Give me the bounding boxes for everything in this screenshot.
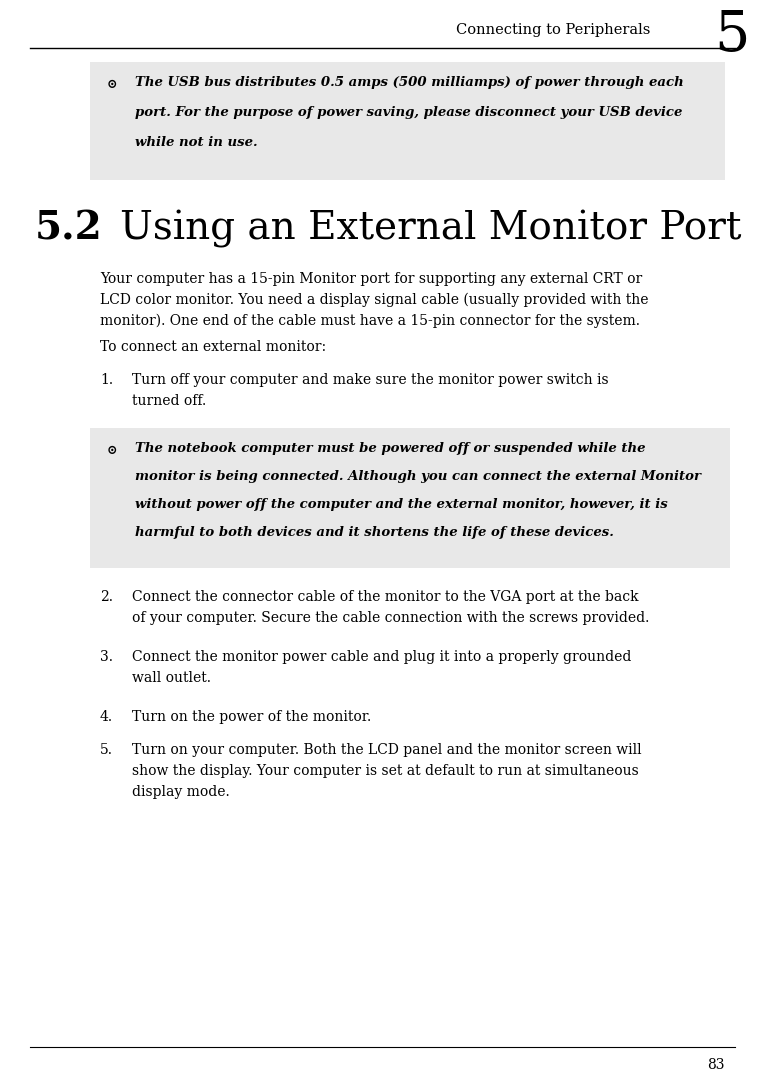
Text: 2.: 2. <box>100 590 113 604</box>
Text: Connect the connector cable of the monitor to the VGA port at the back: Connect the connector cable of the monit… <box>132 590 638 604</box>
Text: Connect the monitor power cable and plug it into a properly grounded: Connect the monitor power cable and plug… <box>132 651 632 665</box>
Text: Using an External Monitor Port: Using an External Monitor Port <box>120 210 741 248</box>
Text: 83: 83 <box>708 1058 725 1072</box>
Text: 3.: 3. <box>100 651 113 665</box>
Text: 1.: 1. <box>100 373 113 387</box>
Text: 5.2: 5.2 <box>35 210 103 248</box>
Text: without power off the computer and the external monitor, however, it is: without power off the computer and the e… <box>135 498 667 510</box>
Text: 5.: 5. <box>100 743 113 757</box>
Text: monitor). One end of the cable must have a 15-pin connector for the system.: monitor). One end of the cable must have… <box>100 314 640 328</box>
Text: wall outlet.: wall outlet. <box>132 671 211 685</box>
Text: Turn off your computer and make sure the monitor power switch is: Turn off your computer and make sure the… <box>132 373 609 387</box>
Text: port. For the purpose of power saving, please disconnect your USB device: port. For the purpose of power saving, p… <box>135 106 683 118</box>
Text: turned off.: turned off. <box>132 394 206 408</box>
Text: of your computer. Secure the cable connection with the screws provided.: of your computer. Secure the cable conne… <box>132 611 649 625</box>
Text: ⊙: ⊙ <box>107 444 117 457</box>
Text: The notebook computer must be powered off or suspended while the: The notebook computer must be powered of… <box>135 442 645 454</box>
Text: while not in use.: while not in use. <box>135 136 258 149</box>
Text: Turn on your computer. Both the LCD panel and the monitor screen will: Turn on your computer. Both the LCD pane… <box>132 743 642 757</box>
Text: The USB bus distributes 0.5 amps (500 milliamps) of power through each: The USB bus distributes 0.5 amps (500 mi… <box>135 76 683 89</box>
FancyBboxPatch shape <box>90 428 730 568</box>
Text: To connect an external monitor:: To connect an external monitor: <box>100 340 326 354</box>
FancyBboxPatch shape <box>90 62 725 180</box>
Text: ⊙: ⊙ <box>107 78 117 90</box>
Text: show the display. Your computer is set at default to run at simultaneous: show the display. Your computer is set a… <box>132 764 638 778</box>
Text: display mode.: display mode. <box>132 785 230 799</box>
Text: Turn on the power of the monitor.: Turn on the power of the monitor. <box>132 710 371 724</box>
Text: LCD color monitor. You need a display signal cable (usually provided with the: LCD color monitor. You need a display si… <box>100 293 648 307</box>
Text: Connecting to Peripherals: Connecting to Peripherals <box>456 23 650 37</box>
Text: monitor is being connected. Although you can connect the external Monitor: monitor is being connected. Although you… <box>135 470 701 482</box>
Text: Your computer has a 15-pin Monitor port for supporting any external CRT or: Your computer has a 15-pin Monitor port … <box>100 272 642 286</box>
Text: 5: 5 <box>715 8 750 62</box>
Text: harmful to both devices and it shortens the life of these devices.: harmful to both devices and it shortens … <box>135 526 614 538</box>
Text: 4.: 4. <box>100 710 113 724</box>
